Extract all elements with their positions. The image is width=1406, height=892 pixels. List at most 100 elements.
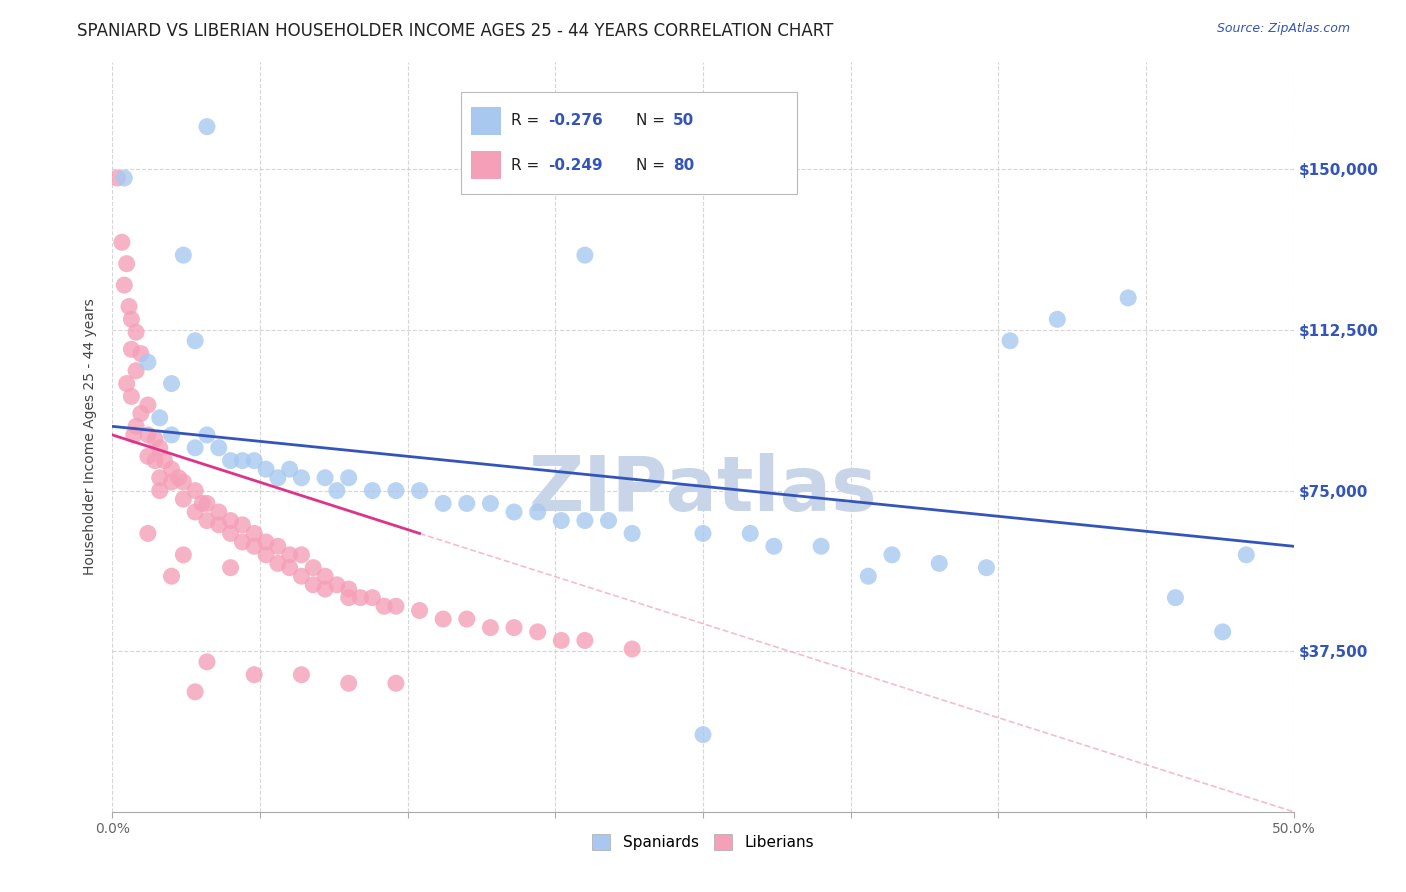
Point xyxy=(184,483,207,498)
Point xyxy=(337,582,360,596)
Point xyxy=(290,548,312,562)
Point xyxy=(810,539,832,553)
Point xyxy=(172,475,194,489)
Point xyxy=(349,591,371,605)
Point xyxy=(373,599,395,614)
Point xyxy=(503,621,526,635)
Point xyxy=(149,441,172,455)
Point xyxy=(195,496,218,510)
Point xyxy=(598,514,620,528)
Point xyxy=(361,591,384,605)
Point xyxy=(385,599,408,614)
Point xyxy=(361,483,384,498)
Point xyxy=(337,591,360,605)
Point xyxy=(149,471,172,485)
Point xyxy=(120,343,142,357)
Point xyxy=(195,428,218,442)
Point xyxy=(172,492,194,507)
Point xyxy=(1212,624,1234,639)
Point xyxy=(278,560,301,574)
Point xyxy=(326,483,349,498)
Point xyxy=(172,248,194,262)
Point xyxy=(408,483,430,498)
Point xyxy=(125,364,148,378)
Point xyxy=(160,475,183,489)
Point xyxy=(191,496,214,510)
Legend: Spaniards, Liberians: Spaniards, Liberians xyxy=(586,829,820,856)
Point xyxy=(243,539,266,553)
Point xyxy=(692,728,714,742)
Point xyxy=(195,655,218,669)
Point xyxy=(160,462,183,476)
Point xyxy=(456,496,478,510)
Point xyxy=(153,453,176,467)
Point xyxy=(621,642,644,657)
Point xyxy=(167,471,190,485)
Point xyxy=(326,578,349,592)
Point xyxy=(136,428,159,442)
Point xyxy=(243,526,266,541)
Point xyxy=(129,346,152,360)
Point xyxy=(125,325,148,339)
Point xyxy=(184,441,207,455)
Point xyxy=(254,462,277,476)
Point xyxy=(136,450,159,464)
Point xyxy=(880,548,903,562)
Point xyxy=(526,624,548,639)
Point xyxy=(432,496,454,510)
Point xyxy=(122,428,145,442)
Point xyxy=(432,612,454,626)
Point xyxy=(231,453,253,467)
Point xyxy=(278,462,301,476)
Point xyxy=(337,676,360,690)
Point xyxy=(120,312,142,326)
Point xyxy=(526,505,548,519)
Point xyxy=(219,526,242,541)
Point xyxy=(136,398,159,412)
Point xyxy=(1234,548,1257,562)
Point xyxy=(184,505,207,519)
Point xyxy=(550,514,572,528)
Point xyxy=(172,548,194,562)
Point xyxy=(574,248,596,262)
Point xyxy=(120,389,142,403)
Text: ZIPatlas: ZIPatlas xyxy=(529,452,877,526)
Y-axis label: Householder Income Ages 25 - 44 years: Householder Income Ages 25 - 44 years xyxy=(83,299,97,575)
Point xyxy=(219,514,242,528)
Text: Source: ZipAtlas.com: Source: ZipAtlas.com xyxy=(1216,22,1350,36)
Point xyxy=(1116,291,1139,305)
Point xyxy=(479,496,502,510)
Point xyxy=(337,471,360,485)
Point xyxy=(267,557,290,571)
Point xyxy=(574,633,596,648)
Point xyxy=(112,171,135,186)
Point xyxy=(208,505,231,519)
Point xyxy=(456,612,478,626)
Point xyxy=(136,526,159,541)
Point xyxy=(118,300,141,314)
Point xyxy=(160,569,183,583)
Point xyxy=(408,603,430,617)
Point xyxy=(314,569,336,583)
Point xyxy=(208,517,231,532)
Point xyxy=(231,517,253,532)
Point xyxy=(621,526,644,541)
Point xyxy=(136,355,159,369)
Point xyxy=(111,235,134,250)
Point xyxy=(112,278,135,293)
Point xyxy=(290,667,312,681)
Point xyxy=(231,535,253,549)
Point xyxy=(160,376,183,391)
Point xyxy=(143,432,166,446)
Point xyxy=(858,569,880,583)
Point xyxy=(267,539,290,553)
Point xyxy=(1164,591,1187,605)
Point xyxy=(278,548,301,562)
Point xyxy=(129,407,152,421)
Point xyxy=(976,560,998,574)
Point xyxy=(314,582,336,596)
Point xyxy=(219,453,242,467)
Point xyxy=(254,548,277,562)
Point xyxy=(149,410,172,425)
Point xyxy=(574,514,596,528)
